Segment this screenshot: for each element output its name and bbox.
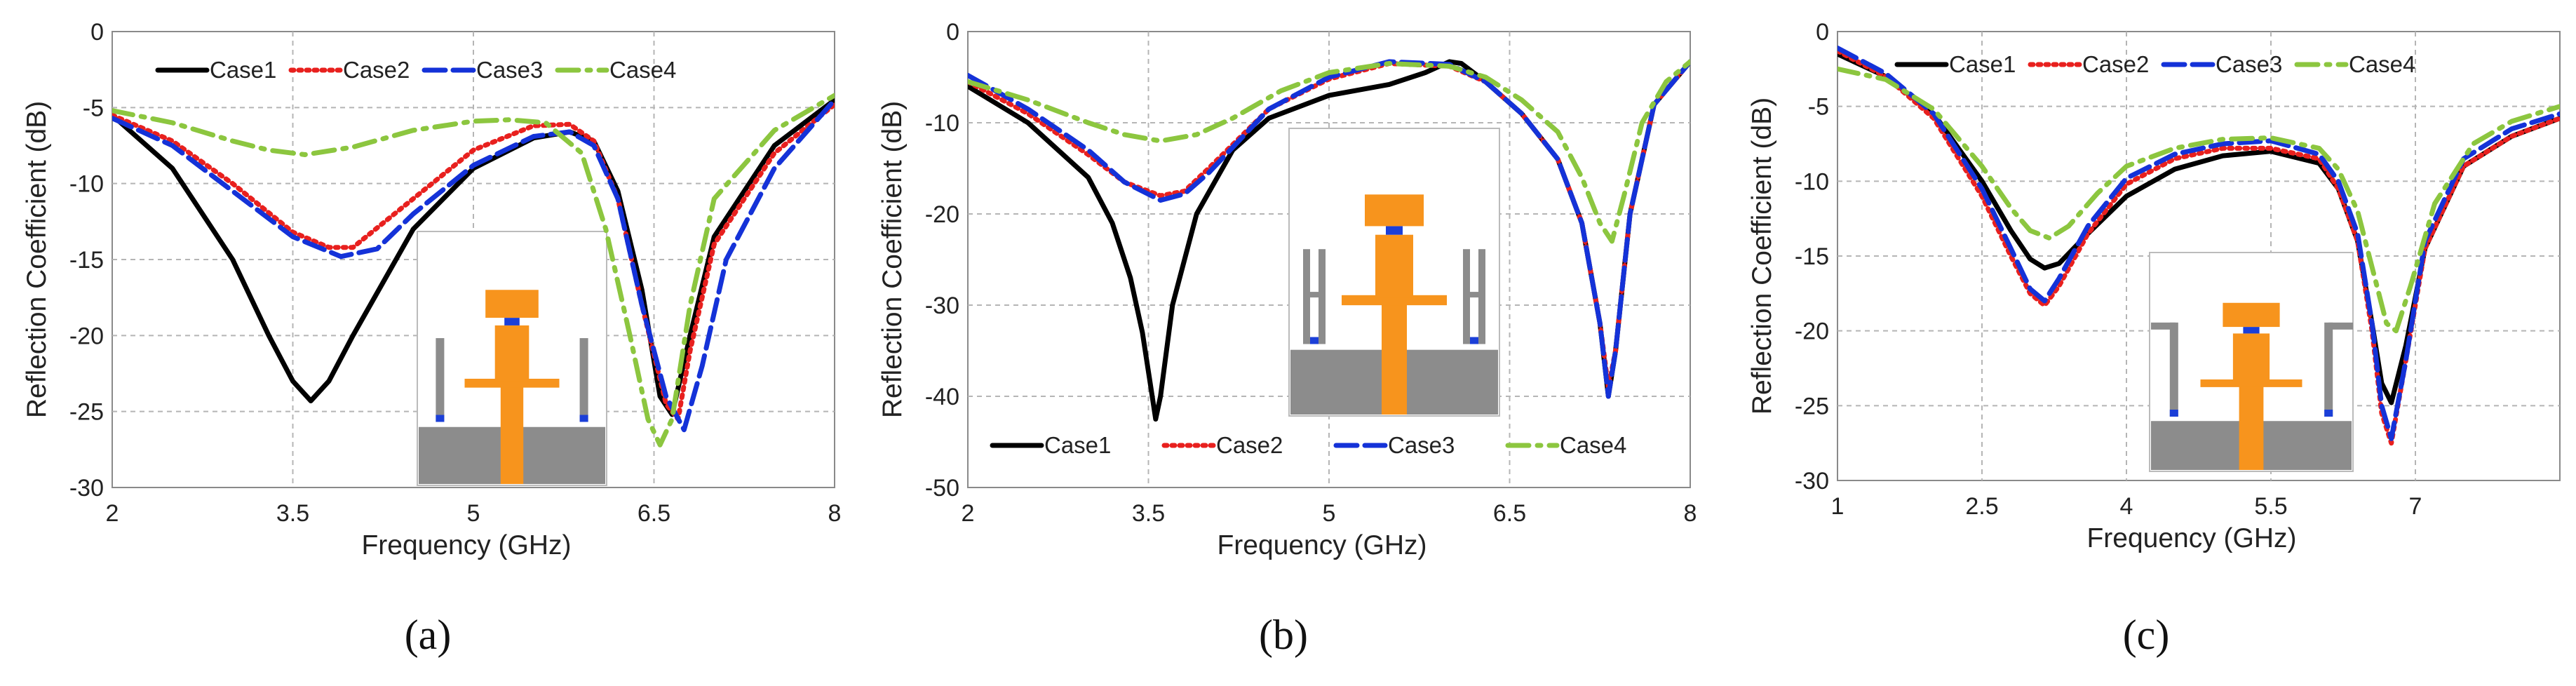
stub-via: [1310, 337, 1319, 344]
x-tick-label: 3.5: [276, 500, 309, 527]
x-axis-title: Frequency (GHz): [2086, 523, 2296, 553]
x-tick-label: 7: [2409, 493, 2422, 520]
y-tick-label: 0: [90, 19, 104, 46]
side-stub-arm: [2328, 322, 2353, 330]
series-line-case3: [112, 97, 835, 433]
y-axis-title: Reflection Coefficient (dB): [877, 101, 908, 418]
legend: Case1 Case2 Case3 Case4: [1894, 51, 2415, 77]
x-tick-label: 1: [1831, 493, 1845, 520]
legend-label: Case1: [210, 57, 276, 83]
x-tick-label: 8: [1684, 500, 1697, 527]
center-slot: [504, 318, 520, 325]
series-line-case3: [1837, 46, 2560, 441]
y-tick-label: -20: [1795, 318, 1829, 345]
y-axis-title: Reflection Coefficient (dB): [22, 101, 52, 418]
y-tick-label: -20: [69, 323, 104, 349]
legend-label: Case4: [609, 57, 676, 83]
y-tick-label: -30: [1795, 468, 1829, 495]
y-tick-label: -40: [925, 384, 959, 410]
side-stub: [2169, 322, 2178, 417]
x-tick-label: 5: [467, 500, 480, 527]
stub-via: [436, 415, 445, 422]
x-tick-label: 5: [1323, 500, 1336, 527]
x-axis-title: Frequency (GHz): [361, 530, 571, 560]
stub-via: [2324, 410, 2333, 417]
y-tick-label: -10: [925, 110, 959, 137]
stub-via: [579, 415, 588, 422]
y-tick-label: -5: [1808, 94, 1829, 121]
legend-label: Case2: [343, 57, 410, 83]
x-tick-label: 2: [962, 500, 975, 527]
x-tick-label: 5.5: [2254, 493, 2287, 520]
side-stub: [436, 338, 445, 422]
side-stub-bar: [1303, 292, 1326, 298]
y-tick-label: -50: [925, 475, 959, 502]
stub-via: [2169, 410, 2178, 417]
chart-panel-1: 0 -5 -10 -15 -20 -25 -302 3.5 5 6.5 8 Frequency (GH…: [22, 19, 841, 658]
series-line-case4: [1837, 66, 2560, 334]
patch-body: [1375, 234, 1413, 298]
y-tick-label: -10: [69, 171, 104, 198]
x-tick-label: 2: [106, 500, 119, 527]
side-stub-arm: [2151, 322, 2176, 330]
legend-label: Case4: [1560, 432, 1626, 458]
y-axis-title: Reflection Coefficient (dB): [1747, 97, 1777, 415]
antenna-inset: [2149, 252, 2354, 472]
legend-label: Case3: [2216, 51, 2282, 77]
panel-label: (a): [405, 612, 452, 658]
patch-arm: [464, 378, 560, 388]
x-tick-label: 8: [828, 500, 842, 527]
center-slot: [1386, 226, 1403, 235]
antenna-inset: [1288, 128, 1500, 417]
y-tick-label: -30: [69, 475, 104, 502]
patch-arm: [1342, 295, 1447, 306]
series-line-case4: [968, 59, 1690, 244]
chart-panel-3: 0 -5 -10 -15 -20 -25 -301 2.5 4 5.5 7 Frequency (GH…: [1747, 19, 2561, 658]
legend-label: Case1: [1949, 51, 2016, 77]
legend-label: Case3: [476, 57, 543, 83]
panel-label: (b): [1259, 612, 1308, 658]
legend-label: Case2: [2082, 51, 2149, 77]
chart-panel-2: 0 -10 -20 -30 -40 -502 3.5 5 6.5 8 Frequency (GHz)…: [877, 19, 1697, 658]
y-tick-label: -5: [83, 95, 104, 121]
legend-label: Case4: [2349, 51, 2415, 77]
x-tick-label: 6.5: [638, 500, 670, 527]
y-tick-label: -20: [925, 201, 959, 228]
patch-body: [494, 325, 530, 382]
y-tick-label: 0: [1816, 19, 1829, 46]
y-tick-label: -15: [69, 247, 104, 274]
legend: Case1 Case2 Case3 Case4: [155, 57, 676, 83]
top-patch: [1365, 194, 1424, 227]
side-stub-bar: [1463, 292, 1485, 298]
y-tick-label: -25: [1795, 393, 1829, 419]
top-patch: [2223, 302, 2280, 328]
y-tick-label: -10: [1795, 168, 1829, 195]
x-axis-title: Frequency (GHz): [1217, 530, 1427, 560]
y-tick-label: 0: [946, 19, 959, 46]
legend-label: Case2: [1216, 432, 1283, 458]
center-slot: [2243, 327, 2260, 334]
x-tick-label: 3.5: [1132, 500, 1165, 527]
x-tick-label: 6.5: [1493, 500, 1526, 527]
legend-label: Case1: [1044, 432, 1111, 458]
stub-via: [1470, 337, 1478, 344]
legend: Case1 Case2 Case3 Case4: [990, 432, 1626, 458]
side-stub: [2324, 322, 2333, 417]
y-tick-label: -15: [1795, 243, 1829, 270]
y-tick-label: -25: [69, 399, 104, 426]
side-stub: [579, 338, 588, 422]
y-tick-label: -30: [925, 292, 959, 319]
patch-body: [2232, 333, 2270, 382]
antenna-inset: [417, 231, 607, 486]
legend-label: Case3: [1388, 432, 1455, 458]
top-patch: [485, 290, 539, 318]
series-line-case4: [112, 93, 835, 448]
panel-label: (c): [2123, 612, 2170, 658]
x-tick-label: 4: [2120, 493, 2133, 520]
patch-arm: [2200, 379, 2302, 387]
x-tick-label: 2.5: [1965, 493, 1998, 520]
series-line-case2: [112, 102, 835, 422]
